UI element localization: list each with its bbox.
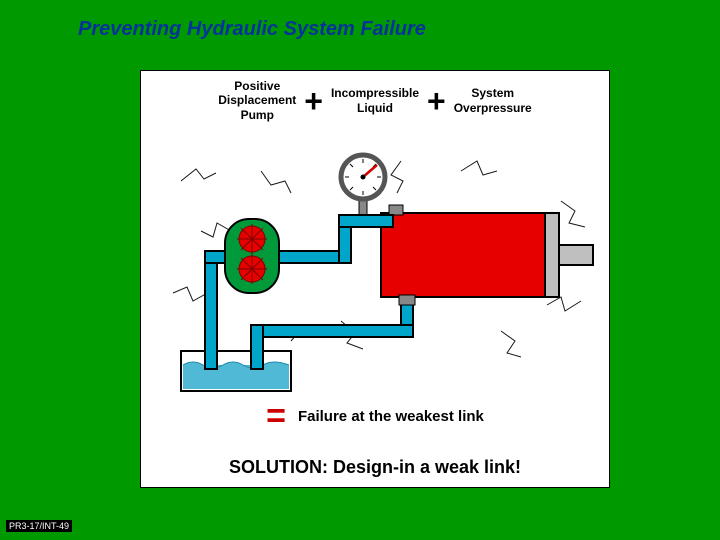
gauge-icon (341, 155, 385, 217)
content-panel: PositiveDisplacementPump + Incompressibl… (140, 70, 610, 488)
equation-term-2: IncompressibleLiquid (331, 86, 419, 115)
slide: Preventing Hydraulic System Failure Posi… (0, 0, 720, 540)
plus-icon-2: + (425, 85, 448, 117)
cylinder-icon (381, 205, 593, 305)
plus-icon-1: + (302, 85, 325, 117)
solution-text: SOLUTION: Design-in a weak link! (141, 457, 609, 478)
equation-term-1: PositiveDisplacementPump (218, 79, 296, 122)
equals-row: = Failure at the weakest link (141, 407, 609, 426)
diagram-svg (141, 141, 611, 401)
pump-icon (225, 219, 279, 293)
equation-result: Failure at the weakest link (298, 408, 484, 425)
reservoir-icon (181, 351, 291, 391)
equals-icon: = (266, 407, 284, 426)
slide-title: Preventing Hydraulic System Failure (78, 18, 426, 41)
equation-row: PositiveDisplacementPump + Incompressibl… (141, 79, 609, 122)
equation-term-3: SystemOverpressure (454, 86, 532, 115)
hydraulic-diagram (141, 141, 609, 401)
footer-code: PR3-17/INT-49 (6, 520, 72, 532)
